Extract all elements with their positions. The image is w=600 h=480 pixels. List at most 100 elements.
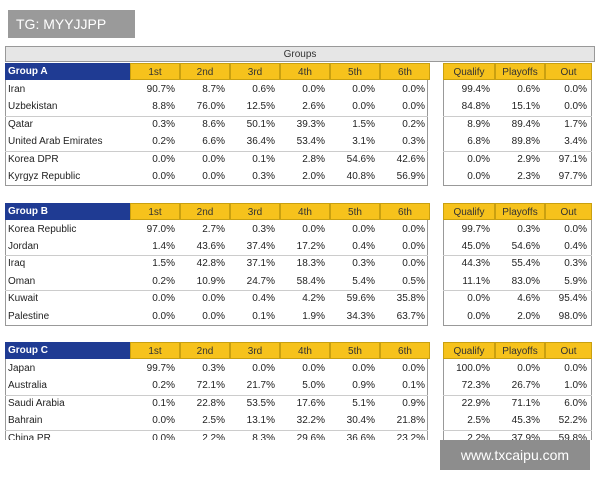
- column-header: 4th: [280, 63, 330, 80]
- position-probability: 0.0%: [352, 223, 375, 235]
- position-probability: 1.9%: [302, 310, 325, 322]
- position-probability: 5.0%: [302, 380, 325, 392]
- position-probability: 53.4%: [296, 136, 325, 148]
- group-name: Group C: [5, 342, 130, 359]
- position-probability: 0.3%: [202, 363, 225, 374]
- position-probability: 0.3%: [252, 223, 275, 235]
- position-probability: 8.8%: [152, 101, 175, 113]
- team-name: Kyrgyz Republic: [8, 171, 81, 182]
- position-probability: 36.4%: [246, 136, 275, 148]
- team-name: China PR: [8, 432, 51, 440]
- position-probability: 50.1%: [246, 118, 275, 130]
- position-probability: 0.9%: [352, 380, 375, 392]
- summary-probability: 2.0%: [517, 310, 540, 322]
- position-probability: 0.0%: [302, 363, 325, 374]
- position-probability: 29.6%: [296, 432, 325, 440]
- column-header: 4th: [280, 342, 330, 359]
- position-probability: 0.0%: [402, 223, 425, 235]
- column-header: 3rd: [230, 202, 280, 220]
- summary-probability: 98.0%: [558, 310, 587, 322]
- column-header: 3rd: [230, 63, 280, 80]
- column-header: Out: [545, 342, 592, 359]
- row-separator: [443, 429, 592, 431]
- position-probability: 8.3%: [252, 432, 275, 440]
- position-probability: 54.6%: [346, 153, 375, 165]
- column-header: 5th: [330, 63, 380, 80]
- position-probability: 0.4%: [352, 240, 375, 252]
- position-probability: 0.4%: [252, 293, 275, 305]
- summary-probability: 2.2%: [467, 432, 490, 440]
- summary-probability: 8.9%: [467, 118, 490, 130]
- column-header: 2nd: [180, 63, 230, 80]
- team-name: Oman: [8, 275, 36, 287]
- position-probability: 0.2%: [152, 275, 175, 287]
- summary-probability: 0.0%: [467, 310, 490, 322]
- position-probability: 0.9%: [402, 397, 425, 409]
- position-probability: 42.6%: [396, 153, 425, 165]
- position-probability: 18.3%: [296, 258, 325, 270]
- position-probability: 0.1%: [252, 153, 275, 165]
- summary-probability: 0.0%: [564, 363, 587, 374]
- position-probability: 59.6%: [346, 293, 375, 305]
- summary-probability: 59.8%: [558, 432, 587, 440]
- position-probability: 0.0%: [352, 101, 375, 113]
- position-probability: 0.0%: [302, 223, 325, 235]
- column-header: 6th: [380, 63, 430, 80]
- position-probability: 0.0%: [202, 310, 225, 322]
- position-probability: 0.1%: [252, 310, 275, 322]
- position-probability: 1.5%: [152, 258, 175, 270]
- summary-probability: 0.0%: [564, 84, 587, 95]
- position-probability: 12.5%: [246, 101, 275, 113]
- position-probability: 17.6%: [296, 397, 325, 409]
- position-probability: 42.8%: [196, 258, 225, 270]
- team-name: Korea Republic: [8, 223, 77, 235]
- position-probability: 39.3%: [296, 118, 325, 130]
- column-header: Playoffs: [495, 342, 545, 359]
- column-header: Out: [545, 63, 592, 80]
- position-probability: 1.4%: [152, 240, 175, 252]
- position-probability: 6.6%: [202, 136, 225, 148]
- column-header: 2nd: [180, 342, 230, 359]
- summary-probability: 2.9%: [517, 153, 540, 165]
- position-probability: 0.2%: [152, 136, 175, 148]
- summary-probability: 100.0%: [456, 363, 490, 374]
- position-probability: 8.7%: [202, 84, 225, 95]
- position-probability: 0.0%: [402, 84, 425, 95]
- summary-probability: 22.9%: [461, 397, 490, 409]
- position-probability: 0.0%: [152, 415, 175, 427]
- summary-probability: 89.8%: [511, 136, 540, 148]
- position-probability: 97.0%: [146, 223, 175, 235]
- column-header: 5th: [330, 342, 380, 359]
- team-name: Saudi Arabia: [8, 397, 65, 409]
- column-header: 1st: [130, 342, 180, 359]
- position-probability: 0.2%: [152, 380, 175, 392]
- position-probability: 0.0%: [402, 363, 425, 374]
- position-probability: 17.2%: [296, 240, 325, 252]
- position-probability: 5.4%: [352, 275, 375, 287]
- summary-probability: 71.1%: [511, 397, 540, 409]
- summary-probability: 0.0%: [564, 101, 587, 113]
- summary-probability: 5.9%: [564, 275, 587, 287]
- position-probability: 21.7%: [246, 380, 275, 392]
- position-probability: 53.5%: [246, 397, 275, 409]
- row-separator: [5, 115, 428, 117]
- group-name: Group B: [5, 202, 130, 220]
- spreadsheet: Groups Group A 1st 2nd 3rd 4th 5th 6th Qualify P…: [5, 46, 595, 440]
- column-header: Out: [545, 202, 592, 220]
- row-separator: [443, 150, 592, 152]
- team-name: Palestine: [8, 310, 50, 322]
- position-probability: 0.0%: [152, 310, 175, 322]
- summary-probability: 15.1%: [511, 101, 540, 113]
- position-probability: 0.0%: [402, 240, 425, 252]
- position-probability: 0.6%: [252, 84, 275, 95]
- column-header: Qualify: [443, 342, 495, 359]
- position-probability: 0.0%: [152, 432, 175, 440]
- team-name: United Arab Emirates: [8, 136, 103, 148]
- column-header: 4th: [280, 202, 330, 220]
- position-probability: 23.2%: [396, 432, 425, 440]
- summary-probability: 6.8%: [467, 136, 490, 148]
- position-probability: 36.6%: [346, 432, 375, 440]
- row-separator: [443, 115, 592, 117]
- row-separator: [5, 290, 428, 292]
